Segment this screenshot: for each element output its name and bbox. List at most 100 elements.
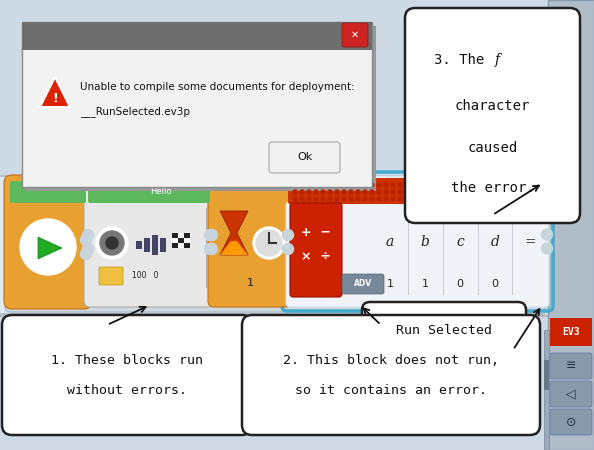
Text: ⊙: ⊙ (565, 415, 576, 428)
Circle shape (300, 183, 304, 187)
Text: ✕: ✕ (351, 30, 359, 40)
Circle shape (349, 197, 353, 201)
Bar (26, 26, 376, 191)
Bar (0, 175, 545, 177)
FancyBboxPatch shape (242, 315, 540, 435)
Text: !: ! (52, 91, 58, 104)
Circle shape (454, 197, 458, 201)
FancyBboxPatch shape (212, 181, 288, 203)
Circle shape (398, 197, 402, 201)
FancyBboxPatch shape (342, 274, 384, 294)
Text: so it contains an error.: so it contains an error. (295, 383, 487, 396)
Circle shape (496, 183, 500, 187)
Circle shape (489, 190, 493, 194)
FancyBboxPatch shape (290, 203, 342, 297)
Text: Unable to compile some documents for deployment:: Unable to compile some documents for dep… (80, 82, 355, 92)
Circle shape (454, 190, 458, 194)
Text: c: c (456, 235, 464, 249)
Circle shape (342, 197, 346, 201)
Bar (160, 238, 166, 252)
Bar (22, 22, 372, 50)
Circle shape (293, 190, 297, 194)
Circle shape (342, 190, 346, 194)
Circle shape (335, 190, 339, 194)
Bar (152, 235, 158, 255)
Circle shape (321, 190, 325, 194)
Circle shape (106, 237, 118, 249)
Circle shape (314, 197, 318, 201)
Circle shape (377, 190, 381, 194)
Circle shape (81, 248, 91, 260)
Circle shape (307, 183, 311, 187)
Bar (172, 233, 178, 238)
Circle shape (412, 190, 416, 194)
Circle shape (489, 197, 493, 201)
Circle shape (83, 230, 93, 240)
Text: =: = (524, 235, 536, 249)
FancyBboxPatch shape (2, 315, 252, 435)
Circle shape (96, 227, 128, 259)
Circle shape (100, 231, 124, 255)
Circle shape (468, 183, 472, 187)
FancyBboxPatch shape (505, 181, 544, 201)
Text: a: a (386, 235, 394, 249)
FancyBboxPatch shape (362, 302, 526, 358)
Circle shape (335, 183, 339, 187)
Circle shape (293, 183, 297, 187)
Polygon shape (38, 237, 62, 259)
Circle shape (384, 190, 388, 194)
Circle shape (398, 190, 402, 194)
Bar (550, 318, 592, 346)
Circle shape (300, 197, 304, 201)
Bar (178, 238, 184, 243)
Text: ◁: ◁ (566, 387, 576, 400)
Circle shape (440, 197, 444, 201)
Text: 0: 0 (457, 279, 463, 289)
Circle shape (440, 190, 444, 194)
Text: ≡: ≡ (565, 360, 576, 373)
Circle shape (293, 197, 297, 201)
Polygon shape (220, 241, 248, 255)
Bar (0, 313, 545, 315)
Bar (0, 315, 548, 450)
Polygon shape (40, 77, 70, 107)
Circle shape (419, 197, 423, 201)
Circle shape (321, 197, 325, 201)
FancyBboxPatch shape (550, 353, 592, 379)
Circle shape (321, 183, 325, 187)
Circle shape (482, 190, 486, 194)
Bar (206, 208, 207, 288)
Circle shape (384, 183, 388, 187)
Bar (178, 233, 184, 238)
Circle shape (426, 197, 430, 201)
Circle shape (256, 230, 282, 256)
Text: +  −: + − (301, 225, 331, 238)
FancyBboxPatch shape (269, 142, 340, 173)
Circle shape (433, 190, 437, 194)
Circle shape (542, 229, 552, 240)
Circle shape (384, 197, 388, 201)
Circle shape (433, 183, 437, 187)
Circle shape (349, 190, 353, 194)
Bar (478, 210, 479, 295)
Circle shape (356, 190, 360, 194)
Circle shape (482, 197, 486, 201)
Circle shape (447, 197, 451, 201)
Bar (408, 210, 409, 295)
FancyBboxPatch shape (550, 409, 592, 435)
Text: the error.: the error. (451, 181, 535, 195)
Circle shape (314, 190, 318, 194)
Circle shape (419, 190, 423, 194)
FancyBboxPatch shape (5, 177, 545, 312)
Circle shape (405, 190, 409, 194)
Bar (0, 315, 548, 317)
Text: caused: caused (467, 141, 517, 155)
Text: a+f: a+f (517, 186, 533, 195)
Circle shape (253, 227, 285, 259)
Circle shape (426, 190, 430, 194)
Bar (172, 238, 178, 243)
Bar (548, 0, 594, 450)
Bar (443, 210, 444, 295)
Circle shape (454, 183, 458, 187)
Circle shape (204, 230, 216, 240)
